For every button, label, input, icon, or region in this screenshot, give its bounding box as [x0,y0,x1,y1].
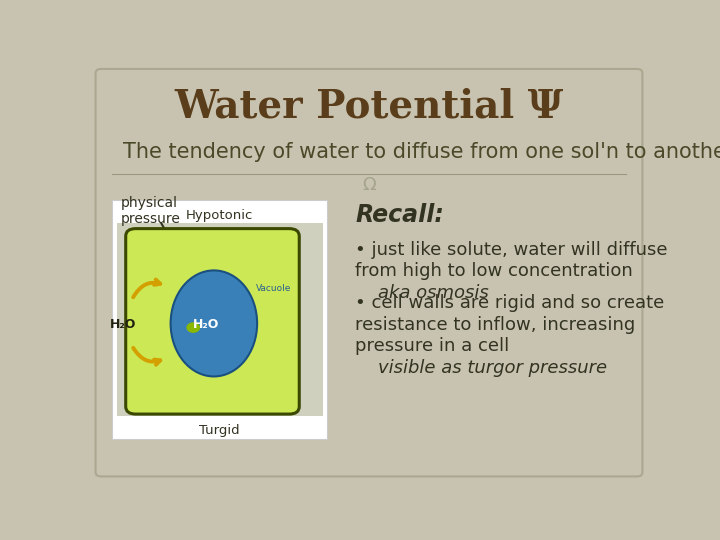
FancyBboxPatch shape [126,228,300,414]
Text: resistance to inflow, increasing: resistance to inflow, increasing [355,316,635,334]
Text: physical
pressure: physical pressure [121,196,181,226]
Text: Ω: Ω [362,176,376,193]
Text: aka osmosis: aka osmosis [355,284,489,302]
Ellipse shape [171,271,257,376]
Circle shape [187,323,199,332]
Text: Water Potential Ψ: Water Potential Ψ [174,87,564,125]
Text: The tendency of water to diffuse from one sol'n to another: The tendency of water to diffuse from on… [124,142,720,162]
Text: • just like solute, water will diffuse: • just like solute, water will diffuse [355,241,667,259]
FancyBboxPatch shape [112,200,327,439]
Text: Hypotonic: Hypotonic [186,209,253,222]
Text: H₂O: H₂O [110,318,137,331]
Text: from high to low concentration: from high to low concentration [355,262,633,280]
FancyBboxPatch shape [96,69,642,476]
Text: Recall:: Recall: [355,204,444,227]
Text: pressure in a cell: pressure in a cell [355,338,509,355]
Text: Turgid: Turgid [199,424,240,437]
Text: Vacuole: Vacuole [256,284,292,293]
Bar [117,223,323,416]
Text: H₂O: H₂O [193,318,220,331]
Text: • cell walls are rigid and so create: • cell walls are rigid and so create [355,294,665,312]
Text: visible as turgor pressure: visible as turgor pressure [355,359,607,377]
